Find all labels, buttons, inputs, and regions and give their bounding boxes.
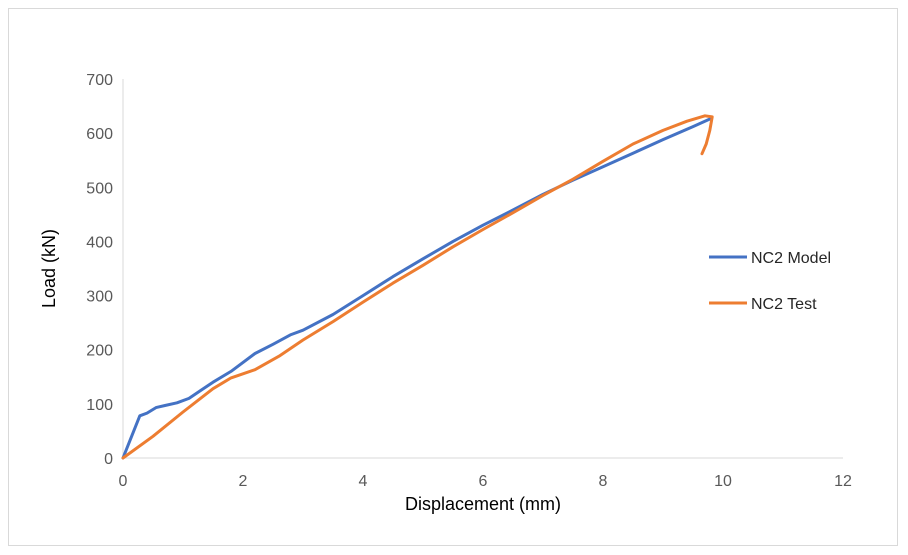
chart-area: 0 2 4 6 8 10 12 0 100 200 300 400 500 600 700 Displac… [8, 8, 898, 546]
x-tick-label: 0 [119, 473, 128, 490]
line-chart: 0 2 4 6 8 10 12 0 100 200 300 400 500 600 700 Displac… [39, 72, 852, 514]
axes [122, 79, 843, 459]
y-tick-label: 300 [86, 289, 113, 306]
y-tick-label: 0 [104, 451, 113, 468]
y-tick-labels: 0 100 200 300 400 500 600 700 [86, 72, 113, 468]
series-lines [121, 114, 714, 460]
x-axis-title: Displacement (mm) [405, 494, 561, 514]
x-tick-label: 4 [359, 473, 368, 490]
series-line-model [121, 117, 713, 460]
x-tick-label: 10 [714, 473, 732, 490]
series-line-test [121, 114, 714, 460]
x-tick-label: 8 [599, 473, 608, 490]
x-tick-label: 6 [479, 473, 488, 490]
legend-label: NC2 Test [751, 296, 817, 313]
x-tick-label: 12 [834, 473, 852, 490]
y-tick-label: 600 [86, 126, 113, 143]
legend-label: NC2 Model [751, 250, 831, 267]
y-tick-label: 100 [86, 397, 113, 414]
legend: NC2 Model NC2 Test [709, 250, 831, 313]
x-tick-labels: 0 2 4 6 8 10 12 [119, 473, 852, 490]
y-tick-label: 200 [86, 343, 113, 360]
y-tick-label: 500 [86, 180, 113, 197]
x-tick-label: 2 [239, 473, 248, 490]
y-tick-label: 700 [86, 72, 113, 89]
y-tick-label: 400 [86, 234, 113, 251]
y-axis-title: Load (kN) [39, 229, 59, 308]
